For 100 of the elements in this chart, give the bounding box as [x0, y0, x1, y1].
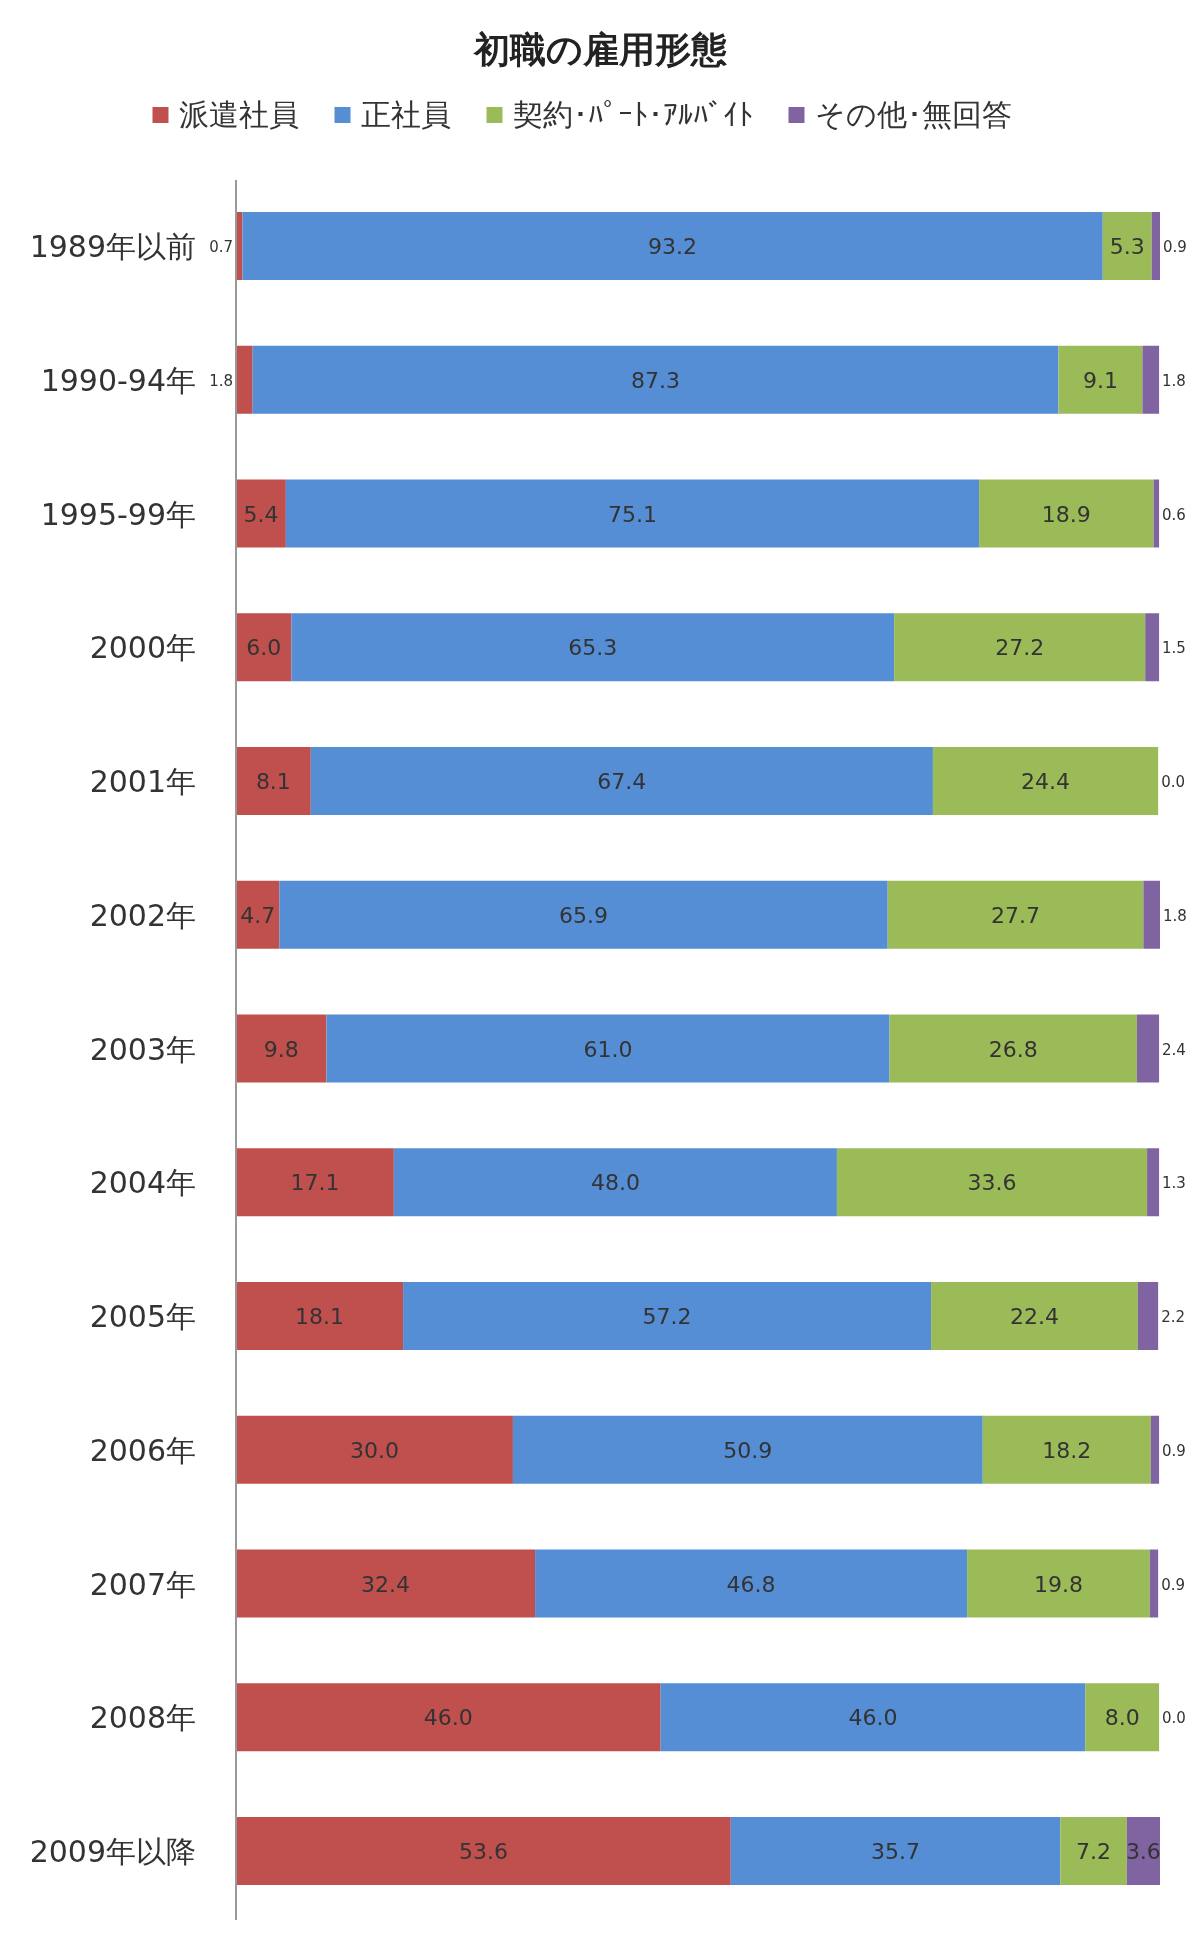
y-tick-label: 1995-99年 — [40, 496, 196, 532]
y-tick-label: 1989年以前 — [29, 229, 196, 264]
y-tick-label: 2003年 — [89, 1031, 196, 1067]
data-label: 48.0 — [590, 1170, 640, 1196]
data-label: 33.6 — [967, 1170, 1017, 1196]
data-label: 1.8 — [209, 371, 233, 390]
bar — [236, 345, 253, 414]
data-label: 3.6 — [1125, 1839, 1161, 1864]
data-label: 17.1 — [290, 1170, 340, 1196]
data-label: 53.6 — [458, 1839, 508, 1864]
y-tick-label: 2000年 — [89, 630, 196, 666]
bar — [979, 479, 1154, 548]
data-label: 7.2 — [1076, 1839, 1112, 1864]
data-label: 18.2 — [1042, 1437, 1092, 1463]
data-label: 0.9 — [1163, 238, 1187, 256]
y-tick-label: 2008年 — [89, 1700, 196, 1736]
data-label: 1.3 — [1162, 1174, 1186, 1193]
data-label: 0.9 — [1162, 1441, 1186, 1460]
data-label: 26.8 — [988, 1036, 1038, 1062]
bar — [291, 613, 895, 682]
data-label: 1.8 — [1162, 371, 1186, 390]
bar — [326, 1014, 890, 1083]
bar — [236, 1549, 536, 1618]
y-tick-label: 2009年以降 — [29, 1834, 196, 1869]
bar — [393, 1148, 837, 1217]
data-label: 0.7 — [209, 238, 233, 256]
bar — [236, 613, 292, 682]
data-label: 50.9 — [723, 1437, 773, 1463]
data-label: 4.7 — [240, 902, 276, 928]
legend-label: その他･無回答 — [814, 97, 1012, 132]
bar — [403, 1282, 932, 1350]
bar — [236, 1817, 731, 1885]
data-label: 1.8 — [1163, 906, 1187, 925]
bar — [887, 880, 1144, 949]
data-label: 2.4 — [1162, 1040, 1186, 1059]
bar — [1150, 1415, 1160, 1484]
data-label: 5.4 — [243, 501, 279, 527]
bar — [1151, 212, 1160, 280]
bar — [836, 1148, 1148, 1217]
data-label: 46.0 — [423, 1705, 473, 1731]
bar — [1136, 1014, 1160, 1083]
legend-label: 正社員 — [360, 97, 451, 132]
data-label: 0.0 — [1161, 773, 1186, 791]
data-label: 30.0 — [349, 1437, 399, 1463]
data-label: 32.4 — [361, 1571, 411, 1597]
bar — [1058, 345, 1143, 414]
bar — [894, 613, 1146, 682]
data-label: 65.9 — [559, 902, 609, 928]
data-label: 1.5 — [1162, 639, 1186, 658]
data-label: 61.0 — [583, 1036, 633, 1062]
bar — [535, 1549, 968, 1618]
bar — [1137, 1282, 1159, 1350]
bar — [285, 479, 980, 548]
data-label: 67.4 — [597, 769, 647, 794]
bar — [279, 880, 888, 949]
data-label: 35.7 — [871, 1839, 921, 1864]
bar — [931, 1282, 1138, 1350]
bar — [252, 345, 1059, 414]
data-label: 0.6 — [1162, 505, 1186, 524]
chart-title: 初職の雇用形態 — [472, 29, 727, 70]
data-label: 27.7 — [991, 902, 1041, 928]
data-label: 46.0 — [848, 1705, 898, 1731]
legend-label: 派遣社員 — [178, 97, 299, 132]
y-tick-label: 1990-94年 — [40, 362, 196, 398]
data-label: 87.3 — [631, 367, 681, 393]
y-tick-label: 2006年 — [89, 1432, 196, 1468]
data-label: 18.9 — [1041, 501, 1091, 527]
bar — [1153, 479, 1160, 548]
y-tick-label: 2002年 — [89, 897, 196, 933]
bar — [1142, 345, 1160, 414]
data-label: 9.1 — [1082, 367, 1118, 393]
bar — [1085, 1683, 1160, 1752]
data-label: 65.3 — [568, 635, 618, 661]
y-tick-label: 2005年 — [89, 1299, 196, 1334]
legend-label: 契約･ﾊﾟｰﾄ･ｱﾙﾊﾞｲﾄ — [512, 97, 753, 132]
bar — [1149, 1549, 1159, 1618]
bar — [236, 1415, 513, 1484]
bar — [236, 1683, 661, 1752]
bar — [236, 1282, 404, 1350]
data-label: 8.1 — [255, 769, 291, 794]
data-label: 6.0 — [246, 635, 282, 661]
bar — [236, 1148, 394, 1217]
bar — [512, 1415, 983, 1484]
bar — [932, 747, 1159, 815]
data-label: 19.8 — [1033, 1571, 1083, 1597]
y-tick-label: 2007年 — [89, 1566, 196, 1602]
bar — [1060, 1817, 1127, 1885]
data-label: 0.0 — [1162, 1709, 1186, 1728]
bar — [236, 1014, 327, 1083]
data-label: 93.2 — [648, 234, 698, 259]
bar — [236, 747, 311, 815]
bar — [1143, 880, 1160, 949]
bar — [242, 212, 1103, 280]
bar — [730, 1817, 1061, 1885]
data-label: 0.9 — [1161, 1575, 1186, 1594]
data-label: 57.2 — [642, 1304, 692, 1329]
bar — [236, 479, 286, 548]
bar — [1102, 212, 1152, 280]
bar — [1147, 1148, 1160, 1217]
bar — [660, 1683, 1086, 1752]
